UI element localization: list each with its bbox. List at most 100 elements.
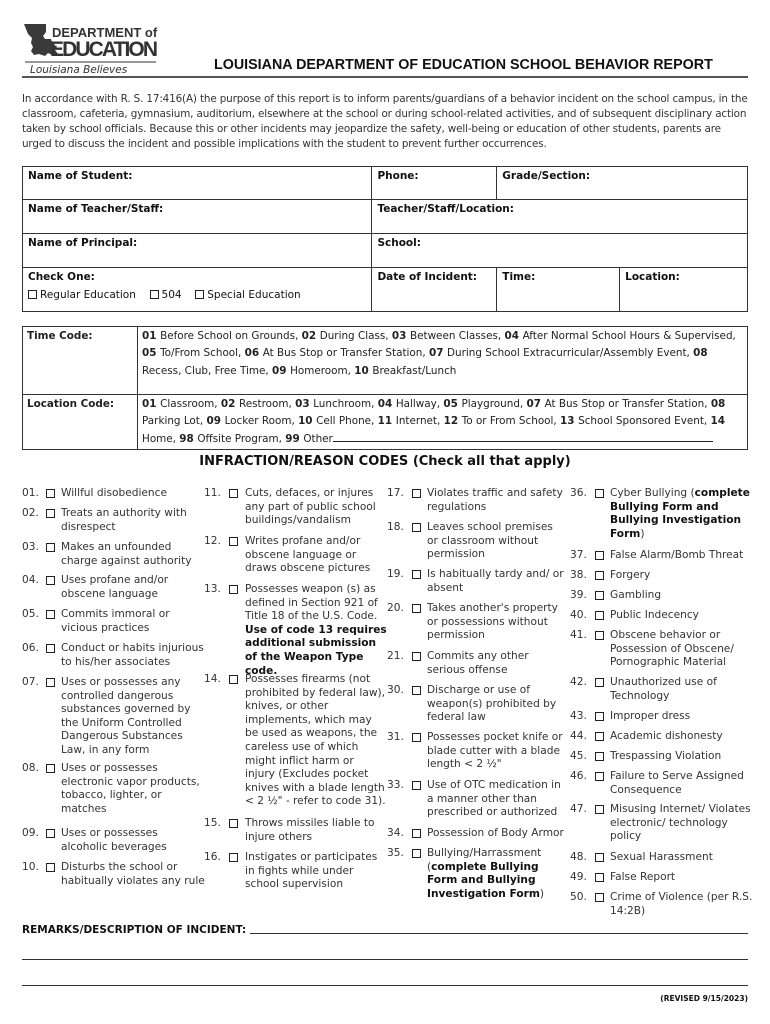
checkbox-icon[interactable] — [229, 537, 238, 546]
code-description: Locker Room, — [224, 415, 299, 428]
checkbox-icon[interactable] — [46, 489, 55, 498]
checkbox-icon[interactable] — [595, 678, 604, 687]
checkbox-icon[interactable] — [46, 576, 55, 585]
code-number: 12 — [443, 415, 462, 428]
checkbox-icon[interactable] — [595, 772, 604, 781]
teacher-name-field[interactable]: Name of Teacher/Staff: — [21, 199, 373, 234]
code-description: To/From School, — [160, 347, 245, 360]
code-number: 06 — [244, 347, 263, 360]
checkbox-icon[interactable] — [595, 611, 604, 620]
checkbox-icon[interactable] — [412, 570, 421, 579]
teacher-location-field[interactable]: Teacher/Staff/Location: — [371, 199, 748, 234]
infraction-code: 16. — [204, 851, 221, 863]
checkbox-icon[interactable] — [229, 853, 238, 862]
infraction-code: 12. — [204, 535, 221, 547]
phone-field[interactable]: Phone: — [371, 166, 498, 200]
checkbox-icon[interactable] — [46, 829, 55, 838]
code-number: 03 — [295, 398, 314, 410]
checkbox-icon[interactable] — [595, 805, 604, 814]
checkbox-icon[interactable] — [229, 675, 238, 684]
remarks-line[interactable] — [22, 959, 748, 960]
checkbox-icon[interactable] — [412, 686, 421, 695]
checkbox-icon[interactable] — [46, 543, 55, 552]
time-code-label: Time Code: — [22, 326, 138, 395]
checkbox-icon[interactable] — [595, 853, 604, 862]
code-number: 09 — [206, 415, 225, 428]
date-of-incident-field[interactable]: Date of Incident: — [371, 267, 498, 312]
code-number: 08 — [710, 398, 726, 410]
code-number: 08 — [693, 347, 708, 360]
code-number: 14 — [710, 415, 725, 428]
infraction-description: Uses or possesses electronic vapor produ… — [61, 762, 200, 815]
checkbox-icon[interactable] — [412, 652, 421, 661]
checkbox-icon[interactable] — [412, 781, 421, 790]
student-name-field[interactable]: Name of Student: — [21, 166, 373, 200]
infraction-code: 47. — [570, 803, 587, 815]
principal-name-field[interactable]: Name of Principal: — [21, 233, 373, 268]
checkbox-icon[interactable] — [412, 604, 421, 613]
code-number: 10 — [354, 364, 373, 377]
infraction-code: 05. — [22, 608, 39, 620]
checkbox-icon[interactable] — [595, 591, 604, 600]
other-location-line[interactable] — [332, 432, 713, 442]
checkbox-icon[interactable] — [595, 551, 604, 560]
checkbox-icon[interactable] — [149, 290, 159, 299]
code-description: Classroom, — [160, 398, 221, 410]
infraction-description: Is habitually tardy and/ or absent — [427, 568, 564, 594]
infraction-code: 06. — [22, 642, 39, 654]
checkbox-icon[interactable] — [46, 678, 55, 687]
infraction-code: 02. — [22, 507, 39, 519]
infraction-description: Cyber Bullying (complete Bullying Form a… — [610, 487, 750, 540]
checkbox-icon[interactable] — [595, 712, 604, 721]
code-description: Hallway, — [395, 398, 444, 410]
revision-date: (REVISED 9/15/2023) — [660, 994, 748, 1003]
code-number: 11 — [377, 415, 396, 428]
option-504[interactable]: 504 — [149, 289, 182, 301]
codes-table: Time Code: 01 Before School on Grounds, … — [22, 326, 748, 450]
checkbox-icon[interactable] — [412, 523, 421, 532]
checkbox-icon[interactable] — [28, 290, 37, 299]
checkbox-icon[interactable] — [595, 631, 604, 640]
code-description: Internet, — [395, 415, 444, 428]
checkbox-icon[interactable] — [595, 489, 604, 498]
infraction-code: 09. — [22, 827, 39, 839]
checkbox-icon[interactable] — [412, 829, 421, 838]
student-info-form: Name of Student: Phone: Grade/Section: N… — [21, 166, 748, 312]
checkbox-icon[interactable] — [46, 509, 55, 518]
remarks-line[interactable] — [22, 985, 748, 986]
checkbox-icon[interactable] — [595, 571, 604, 580]
infraction-description: Improper dress — [610, 710, 691, 722]
checkbox-icon[interactable] — [595, 873, 604, 882]
checkbox-icon[interactable] — [46, 863, 55, 872]
infraction-code: 34. — [387, 827, 404, 839]
grade-section-field[interactable]: Grade/Section: — [496, 166, 748, 200]
checkbox-icon[interactable] — [229, 819, 238, 828]
checkbox-icon[interactable] — [46, 644, 55, 653]
code-description: After Normal School Hours & Supervised, — [522, 330, 736, 342]
checkbox-icon[interactable] — [229, 585, 238, 594]
code-number: 10 — [298, 415, 317, 428]
checkbox-icon[interactable] — [595, 893, 604, 902]
checkbox-icon[interactable] — [412, 849, 421, 858]
location-field[interactable]: Location: — [619, 267, 748, 312]
checkbox-icon[interactable] — [229, 489, 238, 498]
infraction-description: Instigates or participates in fights whi… — [245, 851, 378, 891]
option-regular-education[interactable]: Regular Education — [28, 289, 136, 301]
checkbox-icon[interactable] — [595, 732, 604, 741]
remarks-line[interactable] — [250, 933, 748, 934]
svg-text:EDUCATION: EDUCATION — [50, 38, 158, 61]
infraction-description: Uses or possesses any controlled dangero… — [61, 676, 191, 756]
checkbox-icon[interactable] — [412, 489, 421, 498]
checkbox-icon[interactable] — [46, 764, 55, 773]
checkbox-icon[interactable] — [195, 290, 205, 299]
checkbox-icon[interactable] — [412, 733, 421, 742]
infraction-description: False Alarm/Bomb Threat — [610, 549, 744, 561]
time-field[interactable]: Time: — [496, 267, 621, 312]
checkbox-icon[interactable] — [46, 610, 55, 619]
option-special-education[interactable]: Special Education — [195, 289, 301, 301]
code-description: Offsite Program, — [197, 432, 286, 445]
infraction-code: 46. — [570, 770, 587, 782]
school-field[interactable]: School: — [371, 233, 748, 268]
code-number: 05 — [443, 398, 462, 410]
checkbox-icon[interactable] — [595, 752, 604, 761]
